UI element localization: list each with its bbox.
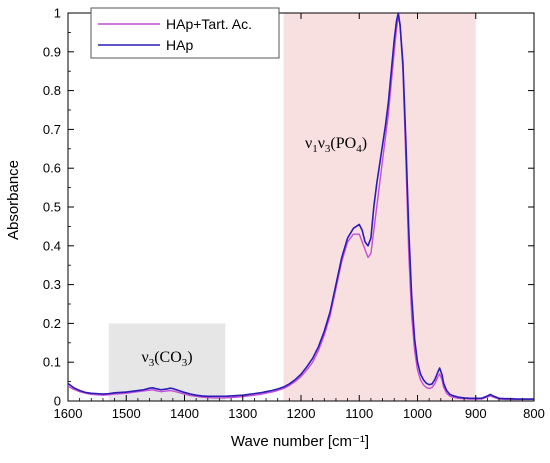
legend-box [90, 7, 280, 59]
annotation-phosphate: ν1ν3(PO4) [305, 135, 367, 155]
y-tick-label-7: 0.7 [43, 122, 61, 137]
x-tick-label-1600: 1600 [54, 406, 83, 421]
y-tick-label-0: 0 [54, 394, 61, 409]
y-tick-label-9: 0.9 [43, 44, 61, 59]
ticks: 1600 1500 1400 1300 1200 1100 1000 900 800 0 0.1 0.… [43, 6, 545, 422]
y-tick-label-4: 0.4 [43, 238, 61, 253]
x-axis-label: Wave number [cm⁻¹] [231, 433, 369, 450]
region-annotations: ν3(CO3) ν1ν3(PO4) [141, 135, 367, 369]
legend-label-hap: HAp [166, 37, 193, 53]
legend: HAp+Tart. Ac. HAp [90, 7, 280, 59]
y-tick-label-6: 0.6 [43, 161, 61, 176]
region-1 [283, 13, 476, 401]
legend-label-hap-tart: HAp+Tart. Ac. [166, 16, 252, 32]
highlight-regions [108, 13, 476, 401]
series-line-1 [67, 12, 534, 400]
x-tick-label-1000: 1000 [403, 406, 432, 421]
x-tick-label-900: 900 [465, 406, 487, 421]
x-tick-label-1300: 1300 [228, 406, 257, 421]
y-tick-label-8: 0.8 [43, 83, 61, 98]
series-line-0 [67, 16, 534, 401]
y-tick-label-1: 0.1 [43, 355, 61, 370]
x-tick-label-1100: 1100 [345, 406, 373, 421]
y-tick-label-3: 0.3 [43, 277, 61, 292]
x-tick-label-1500: 1500 [112, 406, 141, 421]
x-tick-label-800: 800 [523, 406, 545, 421]
y-tick-label-2: 0.2 [43, 316, 61, 331]
series-lines [67, 12, 534, 401]
x-tick-label-1200: 1200 [287, 406, 316, 421]
region-0 [108, 323, 226, 401]
annotation-carbonate: ν3(CO3) [141, 349, 192, 369]
x-tick-label-1400: 1400 [170, 406, 199, 421]
y-axis-label: Absorbance [5, 160, 22, 240]
y-tick-label-5: 0.5 [43, 200, 61, 215]
y-tick-label-10: 1 [54, 6, 61, 21]
